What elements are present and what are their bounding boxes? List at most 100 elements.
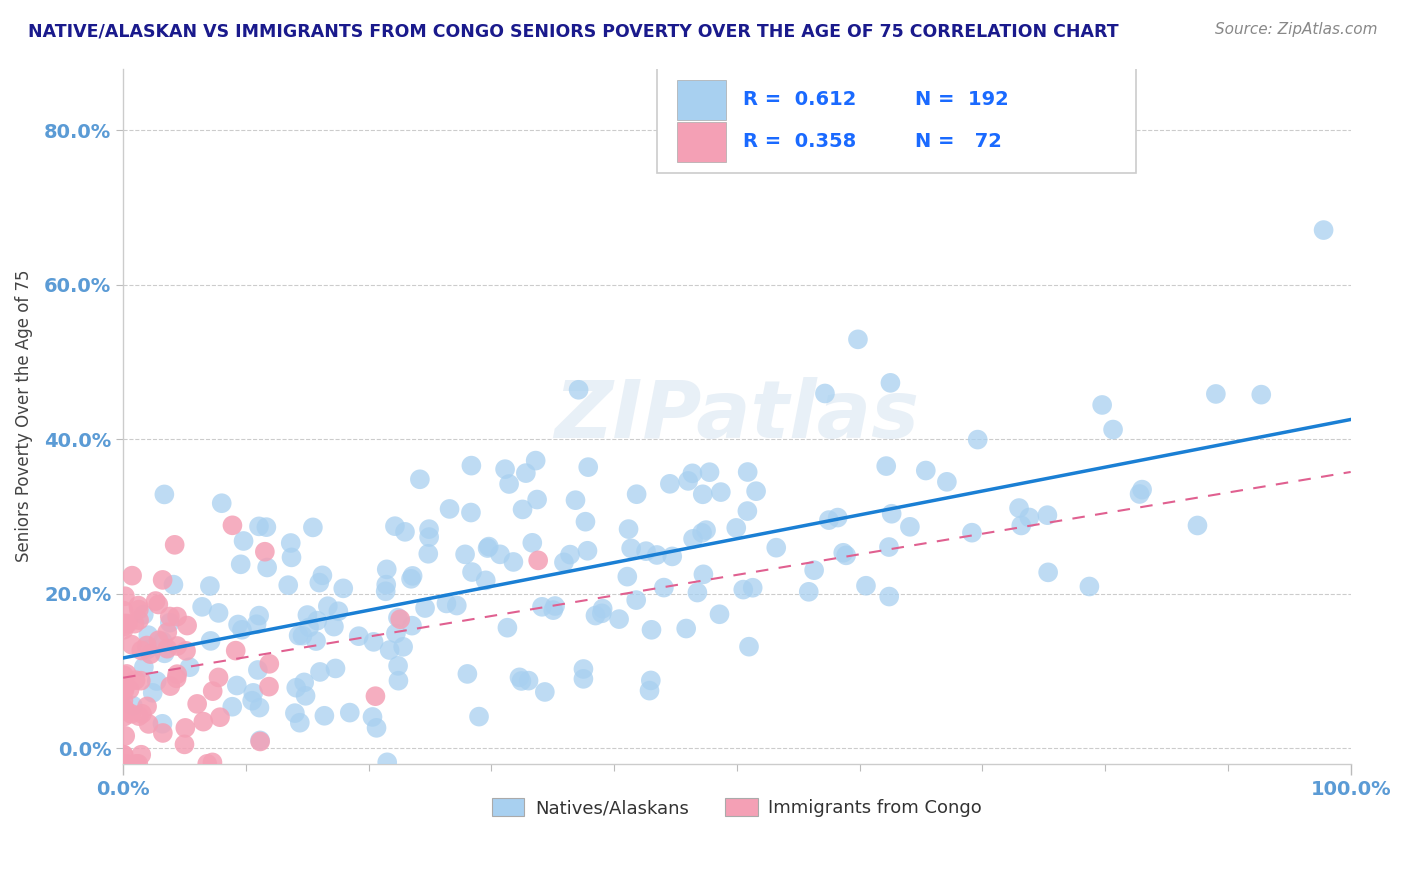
Point [592, 601, 614, 615]
Point [564, 493, 586, 508]
Point [302, 520, 325, 534]
Point [125, 756, 148, 771]
Point [389, 612, 412, 626]
Point [208, 710, 231, 724]
Point [176, 618, 198, 632]
Point [298, 620, 321, 634]
Point [1250, 387, 1272, 401]
Point [935, 475, 957, 489]
Point [524, 453, 547, 467]
Point [127, 756, 149, 771]
Point [616, 569, 638, 583]
Point [156, 625, 179, 640]
Text: Source: ZipAtlas.com: Source: ZipAtlas.com [1215, 22, 1378, 37]
Point [240, 694, 263, 708]
Point [1102, 423, 1125, 437]
FancyBboxPatch shape [676, 80, 725, 120]
Point [112, 623, 135, 637]
Point [461, 565, 484, 579]
Point [309, 665, 332, 679]
Point [179, 660, 201, 674]
Point [477, 541, 499, 555]
Point [153, 646, 176, 660]
Point [413, 601, 436, 615]
Point [288, 715, 311, 730]
Point [733, 582, 755, 597]
Point [468, 709, 491, 723]
Point [439, 502, 461, 516]
Point [737, 504, 759, 518]
Point [112, 693, 135, 707]
Point [686, 585, 709, 599]
Point [229, 558, 252, 572]
Point [173, 738, 195, 752]
Point [530, 599, 553, 614]
Point [114, 683, 136, 698]
Point [534, 685, 557, 699]
Point [568, 383, 591, 397]
Point [121, 568, 143, 582]
Point [1018, 510, 1040, 524]
Point [401, 569, 423, 583]
Point [156, 641, 179, 656]
Point [638, 683, 661, 698]
Point [572, 672, 595, 686]
Point [254, 520, 277, 534]
Point [478, 540, 501, 554]
Point [384, 519, 406, 533]
Point [875, 459, 897, 474]
Point [316, 599, 339, 614]
Point [323, 619, 346, 633]
Point [585, 608, 607, 623]
Point [797, 584, 820, 599]
Point [193, 714, 215, 729]
Point [142, 686, 165, 700]
Point [128, 709, 150, 723]
Point [436, 597, 458, 611]
Point [375, 756, 398, 770]
Point [308, 575, 330, 590]
Point [145, 594, 167, 608]
Point [135, 639, 157, 653]
Point [253, 545, 276, 559]
Point [314, 708, 336, 723]
Point [114, 703, 136, 717]
Point [363, 635, 385, 649]
Point [242, 686, 264, 700]
Point [765, 541, 787, 555]
Point [690, 525, 713, 540]
Point [280, 550, 302, 565]
Point [207, 670, 229, 684]
Point [818, 513, 841, 527]
Point [498, 477, 520, 491]
Point [832, 546, 855, 560]
Point [517, 673, 540, 688]
Point [311, 568, 333, 582]
Point [541, 603, 564, 617]
Point [249, 700, 271, 714]
Point [1010, 518, 1032, 533]
Point [245, 617, 267, 632]
Point [512, 502, 534, 516]
Point [574, 515, 596, 529]
Point [418, 522, 440, 536]
Point [361, 710, 384, 724]
FancyBboxPatch shape [676, 122, 725, 161]
Point [247, 519, 270, 533]
Point [460, 506, 482, 520]
Point [394, 524, 416, 539]
Point [737, 465, 759, 479]
Point [374, 584, 396, 599]
Point [280, 536, 302, 550]
Point [112, 747, 135, 762]
Point [591, 607, 613, 621]
Point [198, 579, 221, 593]
Text: NATIVE/ALASKAN VS IMMIGRANTS FROM CONGO SENIORS POVERTY OVER THE AGE OF 75 CORRE: NATIVE/ALASKAN VS IMMIGRANTS FROM CONGO … [28, 22, 1119, 40]
Legend: Natives/Alaskans, Immigrants from Congo: Natives/Alaskans, Immigrants from Congo [485, 790, 990, 824]
Point [652, 581, 675, 595]
Point [624, 593, 647, 607]
Point [186, 697, 208, 711]
Point [745, 484, 768, 499]
Point [332, 582, 354, 596]
Point [558, 548, 581, 562]
